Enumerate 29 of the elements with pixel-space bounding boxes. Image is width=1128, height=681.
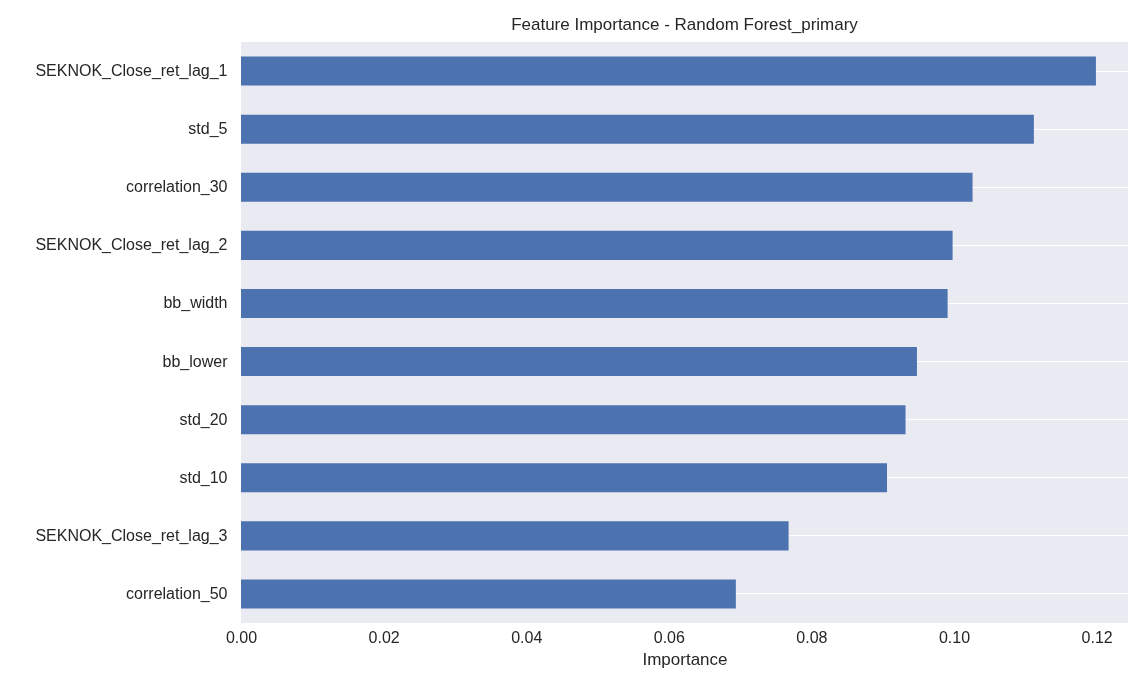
x-axis-title: Importance	[642, 649, 728, 669]
x-tick-label: 0.04	[511, 628, 543, 646]
bar	[241, 288, 948, 318]
x-tick-label: 0.02	[368, 628, 400, 646]
y-tick-label: SEKNOK_Close_ret_lag_2	[35, 236, 228, 255]
bar	[241, 579, 736, 609]
x-tick-label: 0.00	[225, 628, 258, 646]
bar	[241, 405, 906, 435]
bar	[241, 230, 953, 260]
x-tick-label: 0.10	[938, 628, 971, 646]
y-tick-label: std_10	[179, 468, 228, 487]
y-tick-label: correlation_30	[126, 178, 228, 197]
bar	[241, 56, 1096, 86]
bar	[241, 347, 917, 377]
bar	[241, 463, 887, 493]
bar	[241, 114, 1034, 144]
y-tick-label: std_5	[188, 120, 228, 139]
y-tick-label: std_20	[179, 410, 228, 429]
y-tick-label: correlation_50	[126, 584, 228, 603]
y-tick-label: bb_width	[163, 294, 228, 313]
y-tick-label: SEKNOK_Close_ret_lag_3	[35, 526, 228, 545]
y-tick-label: bb_lower	[162, 352, 229, 371]
x-tick-label: 0.06	[653, 628, 685, 646]
y-tick-label: SEKNOK_Close_ret_lag_1	[35, 62, 228, 81]
bar	[241, 172, 973, 202]
bar	[241, 521, 789, 551]
chart-title: Feature Importance - Random Forest_primary	[511, 15, 859, 34]
x-tick-label: 0.12	[1081, 628, 1113, 646]
x-tick-label: 0.08	[796, 628, 828, 646]
